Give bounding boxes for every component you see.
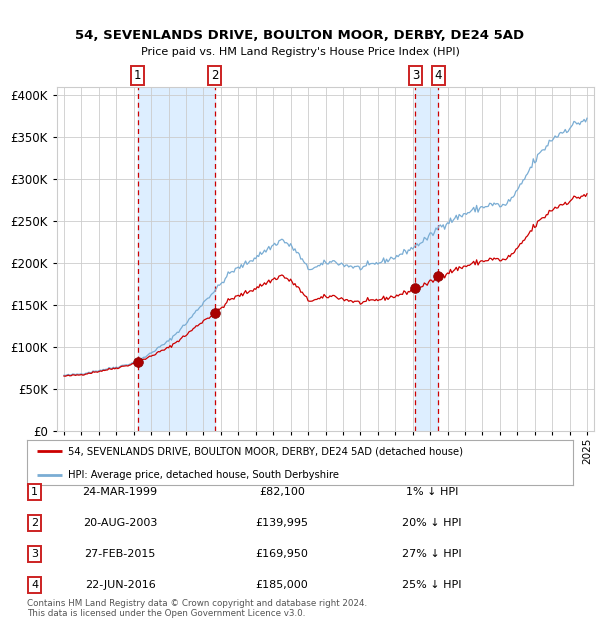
Text: 25% ↓ HPI: 25% ↓ HPI [402, 580, 462, 590]
Text: 4: 4 [434, 69, 442, 82]
Text: £185,000: £185,000 [256, 580, 308, 590]
Text: 2: 2 [31, 518, 38, 528]
Text: 1: 1 [134, 69, 142, 82]
Text: This data is licensed under the Open Government Licence v3.0.: This data is licensed under the Open Gov… [27, 609, 305, 618]
Text: 4: 4 [31, 580, 38, 590]
Bar [138, 87, 215, 431]
Text: £169,950: £169,950 [256, 549, 308, 559]
Text: 3: 3 [31, 549, 38, 559]
Text: £139,995: £139,995 [256, 518, 308, 528]
Text: 3: 3 [412, 69, 419, 82]
Text: 20-AUG-2003: 20-AUG-2003 [83, 518, 157, 528]
Text: Contains HM Land Registry data © Crown copyright and database right 2024.: Contains HM Land Registry data © Crown c… [27, 600, 367, 608]
Text: 54, SEVENLANDS DRIVE, BOULTON MOOR, DERBY, DE24 5AD: 54, SEVENLANDS DRIVE, BOULTON MOOR, DERB… [76, 30, 524, 42]
Text: 2: 2 [211, 69, 218, 82]
Text: 24-MAR-1999: 24-MAR-1999 [82, 487, 158, 497]
Text: £82,100: £82,100 [259, 487, 305, 497]
Text: 20% ↓ HPI: 20% ↓ HPI [402, 518, 462, 528]
Text: 27-FEB-2015: 27-FEB-2015 [85, 549, 155, 559]
Text: HPI: Average price, detached house, South Derbyshire: HPI: Average price, detached house, Sout… [68, 470, 339, 480]
Text: 1% ↓ HPI: 1% ↓ HPI [406, 487, 458, 497]
Text: 54, SEVENLANDS DRIVE, BOULTON MOOR, DERBY, DE24 5AD (detached house): 54, SEVENLANDS DRIVE, BOULTON MOOR, DERB… [68, 446, 463, 456]
Text: 1: 1 [31, 487, 38, 497]
Text: 27% ↓ HPI: 27% ↓ HPI [402, 549, 462, 559]
Text: 22-JUN-2016: 22-JUN-2016 [85, 580, 155, 590]
Bar [415, 87, 439, 431]
Text: Price paid vs. HM Land Registry's House Price Index (HPI): Price paid vs. HM Land Registry's House … [140, 47, 460, 57]
